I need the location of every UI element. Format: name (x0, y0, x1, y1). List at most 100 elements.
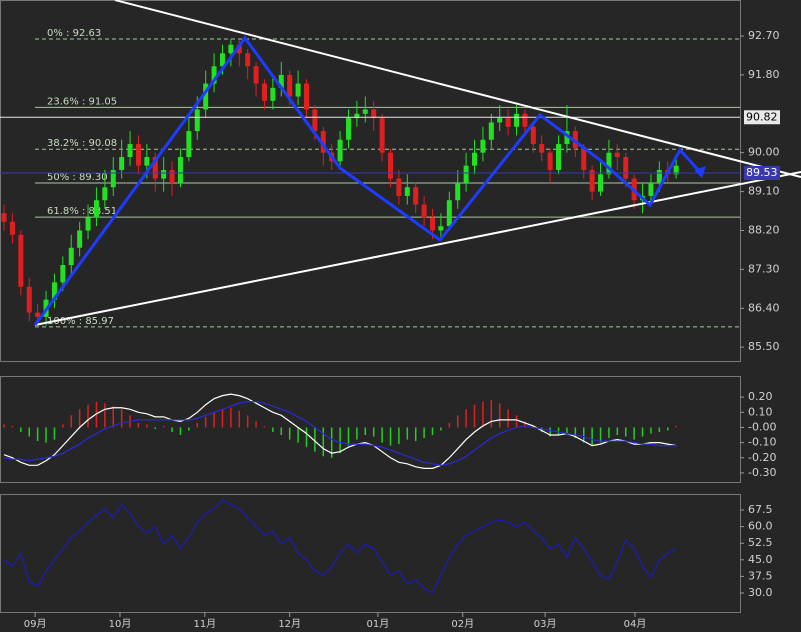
candle-body (287, 74, 293, 97)
candle-body (278, 74, 284, 88)
candle-body (127, 144, 133, 158)
x-tick-label: 12月 (278, 618, 301, 630)
candle-body (598, 174, 604, 192)
candle-body (135, 144, 141, 166)
candle-body (203, 83, 209, 110)
candle-body (345, 118, 351, 140)
candle-body (589, 169, 595, 192)
fib-label: 23.6% : 91.05 (47, 96, 117, 107)
candle-body (68, 247, 74, 266)
rsi-line (3, 499, 677, 594)
candle-body (152, 157, 158, 179)
fib-label: 0% : 92.63 (47, 28, 101, 39)
y-tick-label: 60.0 (748, 520, 773, 533)
x-tick-label: 04月 (624, 618, 647, 630)
candle-body (413, 187, 419, 205)
fib-label: 50% : 89.30 (47, 172, 108, 183)
candle-body (9, 221, 15, 235)
y-tick-label: 37.5 (748, 569, 773, 582)
candle-body (245, 53, 251, 67)
candle-body (18, 234, 24, 287)
candle-body (430, 217, 436, 231)
rsi-panel (0, 494, 741, 613)
candle-body (161, 169, 167, 179)
y-tick-label: 0.20 (748, 390, 773, 403)
fib-label: 38.2% : 90.08 (47, 138, 117, 149)
x-tick-label: 02月 (451, 618, 474, 630)
y-tick-label: 0.10 (748, 405, 773, 418)
candle-body (673, 165, 679, 175)
zigzag (33, 35, 702, 326)
candle-body (26, 286, 32, 313)
y-tick-label: -0.10 (748, 436, 776, 449)
y-tick-label: 85.50 (748, 340, 780, 353)
macd-line (3, 393, 677, 469)
candle-body (295, 83, 301, 97)
candle-body (455, 182, 461, 201)
candle-body (480, 139, 486, 153)
candle-body (505, 118, 511, 127)
y-tick-label: -0.00 (748, 420, 776, 433)
candle-body (85, 217, 91, 231)
candle-body (93, 200, 99, 218)
price-box (744, 166, 780, 181)
y-tick-label: -0.30 (748, 466, 776, 479)
x-tick-label: 09月 (24, 618, 47, 630)
lower-trend-line (34, 171, 801, 326)
candle-body (371, 109, 377, 119)
candle-body (472, 152, 478, 166)
candle-body (119, 157, 125, 170)
candle-body (379, 118, 385, 153)
candle-body (236, 44, 242, 54)
candle-body (522, 113, 528, 127)
candle-body (656, 169, 662, 183)
candle-body (354, 113, 360, 119)
candle-body (539, 144, 545, 153)
candle-body (463, 165, 469, 183)
candle-body (614, 152, 620, 158)
candle-body (648, 182, 654, 196)
candle-body (144, 157, 150, 166)
candle-body (194, 109, 200, 132)
y-tick-label: 52.5 (748, 536, 773, 549)
price-label: 89.53 (746, 166, 778, 179)
x-tick-label: 01月 (367, 618, 390, 630)
candle-body (219, 53, 225, 67)
candle-body (396, 178, 402, 196)
drawings (33, 0, 801, 326)
candle-body (77, 230, 83, 248)
candle-body (488, 122, 494, 140)
price-box (744, 110, 780, 125)
upper-trend-line (114, 0, 801, 178)
candle-body (421, 204, 427, 218)
candle-body (312, 109, 318, 132)
candle-body (253, 66, 259, 84)
candle-body (446, 200, 452, 227)
macd-line (3, 401, 677, 466)
fib-label: 61.8% : 88.51 (47, 206, 117, 217)
main-panel (0, 0, 741, 362)
y-tick-label: 90.00 (748, 146, 780, 159)
x-tick-label: 11月 (193, 618, 216, 630)
candle-body (177, 157, 183, 183)
candle-body (320, 131, 326, 153)
fib-label: 100% : 85.97 (47, 316, 114, 327)
candle-body (438, 226, 444, 231)
candle-body (387, 152, 393, 179)
y-tick-label: 87.30 (748, 262, 780, 275)
zigzag-arrow (694, 166, 706, 178)
price-label: 90.82 (746, 110, 778, 123)
candle-body (169, 169, 175, 183)
candle-body (514, 113, 520, 127)
candle-body (497, 118, 503, 123)
candle-body (60, 265, 66, 283)
y-tick-label: -0.20 (748, 451, 776, 464)
y-tick-label: 89.10 (748, 185, 780, 198)
candle-body (556, 144, 562, 170)
candle-body (102, 187, 108, 201)
y-tick-label: 92.70 (748, 29, 780, 42)
candle-body (581, 148, 587, 170)
candle-body (362, 109, 368, 114)
x-tick-label: 10月 (109, 618, 132, 630)
candle-body (564, 131, 570, 145)
